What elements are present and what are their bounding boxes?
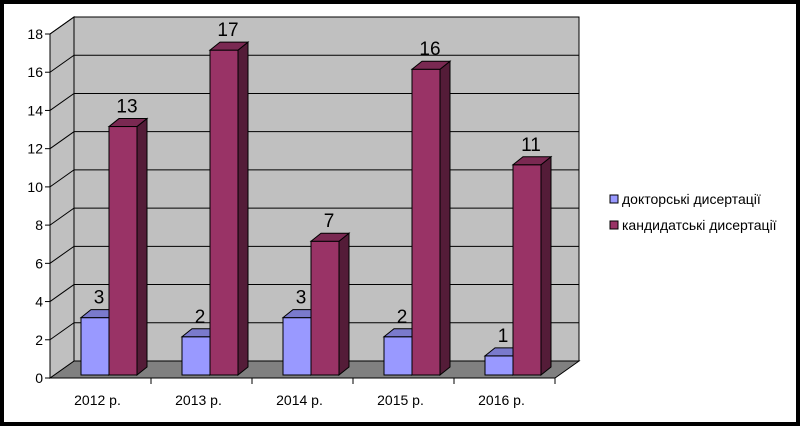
y-tick-label: 4 bbox=[35, 294, 43, 310]
y-tick-label: 2 bbox=[35, 332, 43, 348]
bar-front bbox=[484, 355, 514, 376]
y-tick-label: 16 bbox=[27, 64, 43, 80]
x-category-label: 2014 р. bbox=[276, 392, 323, 408]
bar-side bbox=[237, 41, 249, 377]
legend-label: докторські дисертації bbox=[622, 191, 761, 207]
bar-side bbox=[439, 60, 451, 377]
legend-label: кандидатські дисертації bbox=[622, 217, 777, 233]
bar-front bbox=[411, 68, 441, 376]
gridline bbox=[49, 16, 579, 35]
x-category-label: 2015 р. bbox=[377, 392, 424, 408]
bar-front bbox=[282, 317, 312, 376]
bar-top bbox=[511, 156, 553, 166]
data-label: 11 bbox=[521, 135, 541, 156]
bar-top bbox=[309, 232, 351, 242]
legend-swatch bbox=[609, 194, 619, 204]
x-category-label: 2013 р. bbox=[175, 392, 222, 408]
data-label: 17 bbox=[217, 20, 238, 41]
y-tick-label: 12 bbox=[27, 141, 43, 157]
gridline bbox=[49, 54, 579, 73]
legend-swatch bbox=[609, 220, 619, 230]
data-label: 1 bbox=[498, 326, 509, 347]
data-label: 3 bbox=[296, 288, 307, 309]
gridline bbox=[49, 92, 579, 111]
bar-front bbox=[181, 336, 211, 376]
y-tick-label: 8 bbox=[35, 217, 43, 233]
bar-side bbox=[338, 232, 350, 377]
x-category-label: 2012 р. bbox=[74, 392, 121, 408]
bar bbox=[208, 41, 250, 377]
bar-front bbox=[80, 317, 110, 376]
bar-front bbox=[108, 126, 138, 376]
data-label: 2 bbox=[397, 307, 408, 328]
y-tick-label: 14 bbox=[27, 102, 43, 118]
bar bbox=[107, 117, 149, 377]
bar-side bbox=[540, 155, 552, 377]
bar-top bbox=[208, 41, 250, 51]
y-tick-label: 6 bbox=[35, 255, 43, 271]
gridline bbox=[49, 322, 579, 341]
y-tick-label: 0 bbox=[35, 370, 43, 386]
bar-top bbox=[107, 118, 149, 128]
bar bbox=[511, 155, 553, 377]
gridline bbox=[49, 245, 579, 264]
data-label: 2 bbox=[195, 307, 206, 328]
bar-top bbox=[410, 60, 452, 70]
data-label: 16 bbox=[419, 39, 440, 60]
data-label: 7 bbox=[324, 211, 335, 232]
gridline bbox=[49, 207, 579, 226]
data-label: 13 bbox=[116, 97, 137, 118]
y-tick-label: 10 bbox=[27, 179, 43, 195]
bar-front bbox=[512, 164, 542, 376]
data-label: 3 bbox=[94, 288, 105, 309]
gridline bbox=[49, 169, 579, 188]
bar-front bbox=[310, 240, 340, 376]
chart-side-wall bbox=[49, 16, 75, 379]
y-tick-label: 18 bbox=[27, 26, 43, 42]
bar-front bbox=[209, 49, 239, 376]
x-category-label: 2016 р. bbox=[478, 392, 525, 408]
bar-front bbox=[383, 336, 413, 376]
bar bbox=[309, 232, 351, 377]
gridline bbox=[49, 284, 579, 302]
bar bbox=[410, 60, 452, 377]
bar-side bbox=[136, 117, 148, 377]
gridline bbox=[49, 131, 579, 150]
